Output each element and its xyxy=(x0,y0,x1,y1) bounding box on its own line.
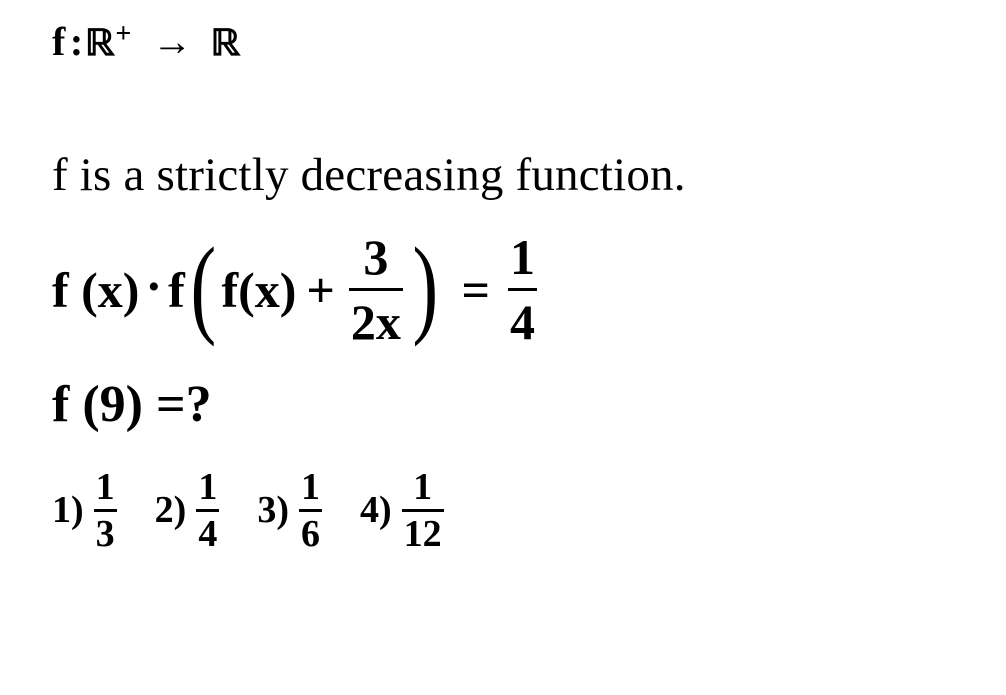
option-fraction: 1 4 xyxy=(196,468,219,553)
fraction-bar-icon xyxy=(508,288,537,291)
symbol-f: f xyxy=(52,19,66,64)
fraction-bar-icon xyxy=(299,509,322,512)
eq-outer-f: f xyxy=(168,265,185,315)
fraction-bar-icon xyxy=(94,509,117,512)
symbol-colon: : xyxy=(70,19,84,64)
option-den: 3 xyxy=(94,515,117,553)
option-den: 6 xyxy=(299,515,322,553)
eq-rhs-fraction: 1 4 xyxy=(508,232,537,347)
eq-inner-frac-den: 2x xyxy=(349,295,403,347)
answer-options: 1) 1 3 2) 1 4 3) 1 6 4) xyxy=(52,468,976,553)
functional-equation: f (x) · f ( f(x) + 3 2x ) = 1 4 xyxy=(52,232,976,347)
eq-inner-fraction: 3 2x xyxy=(349,232,403,347)
symbol-R-codomain: ℝ xyxy=(211,25,241,65)
fraction-bar-icon xyxy=(196,509,219,512)
option-label: 2) xyxy=(155,488,187,532)
option-num: 1 xyxy=(299,468,322,506)
option-fraction: 1 12 xyxy=(402,468,444,553)
fraction-bar-icon xyxy=(349,288,403,291)
eq-inner-frac-num: 3 xyxy=(361,232,390,284)
option-3: 3) 1 6 xyxy=(257,468,326,553)
function-domain-line: f:ℝ+ → ℝ xyxy=(52,18,976,70)
statement-line: f is a strictly decreasing function. xyxy=(52,148,976,202)
eq-rhs-num: 1 xyxy=(508,232,537,284)
option-fraction: 1 3 xyxy=(94,468,117,553)
option-2: 2) 1 4 xyxy=(155,468,224,553)
option-den: 12 xyxy=(402,515,444,553)
option-num: 1 xyxy=(94,468,117,506)
arrow-icon: → xyxy=(152,19,193,64)
symbol-R-domain: ℝ xyxy=(86,25,116,65)
option-label: 3) xyxy=(257,488,289,532)
paren-close-icon: ) xyxy=(412,242,438,330)
eq-lhs-fx: f (x) xyxy=(52,265,139,315)
option-num: 1 xyxy=(411,468,434,506)
eq-equals: = xyxy=(462,265,491,315)
option-den: 4 xyxy=(196,515,219,553)
symbol-plus-sup: + xyxy=(115,18,131,49)
eq-rhs-den: 4 xyxy=(508,295,537,347)
math-problem: f:ℝ+ → ℝ f is a strictly decreasing func… xyxy=(0,0,1006,553)
question-line: f (9) =? xyxy=(52,375,976,434)
option-label: 1) xyxy=(52,488,84,532)
eq-plus: + xyxy=(306,265,335,315)
paren-open-icon: ( xyxy=(190,242,216,330)
option-fraction: 1 6 xyxy=(299,468,322,553)
option-label: 4) xyxy=(360,488,392,532)
eq-dot: · xyxy=(145,261,162,311)
option-num: 1 xyxy=(196,468,219,506)
fraction-bar-icon xyxy=(402,509,444,512)
option-1: 1) 1 3 xyxy=(52,468,121,553)
option-4: 4) 1 12 xyxy=(360,468,448,553)
eq-inner-fx: f(x) xyxy=(221,265,296,315)
